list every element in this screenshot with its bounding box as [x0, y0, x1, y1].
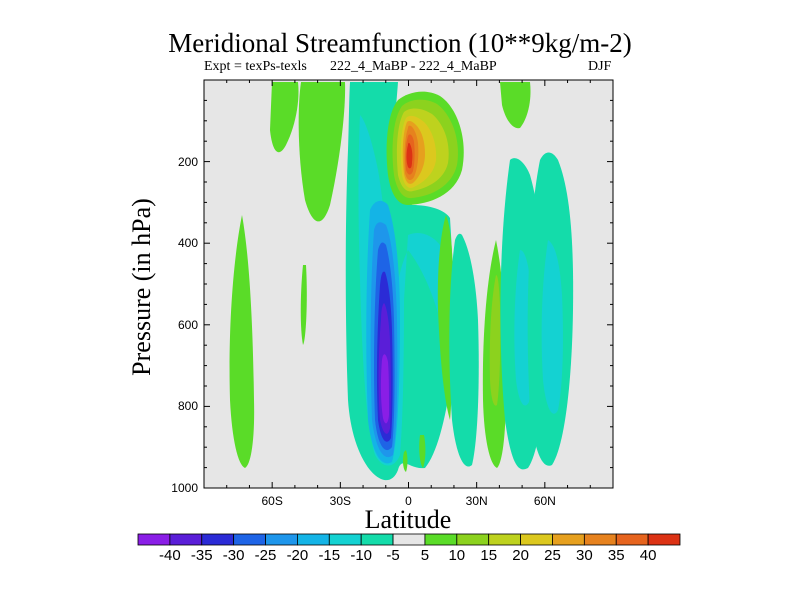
- contour-negative-40: [380, 354, 389, 424]
- y-tick-label: 400: [177, 236, 198, 251]
- colorbar-label: -35: [190, 547, 213, 564]
- colorbar-label: -40: [159, 547, 181, 564]
- x-tick-label: 60N: [533, 494, 556, 508]
- colorbar-label: 10: [448, 547, 466, 564]
- x-tick-label: 30S: [329, 494, 352, 508]
- contour-equator-bottom-positive-2: [402, 450, 408, 472]
- y-tick-label: 1000: [171, 481, 198, 495]
- chart-title: Meridional Streamfunction (10**9kg/m-2): [168, 28, 632, 58]
- colorbar-swatch: [424, 533, 458, 546]
- contour-fills: [229, 82, 574, 481]
- contour-sh-midlat-positive: [229, 215, 255, 468]
- contour-left-thin-positive: [300, 265, 307, 345]
- contour-nh-positive-inner: [489, 275, 501, 406]
- colorbar-swatch: [456, 533, 490, 546]
- colorbar-swatch: [360, 533, 394, 546]
- contour-equator-bottom-positive: [419, 435, 426, 468]
- colorbar-label: 5: [420, 547, 430, 564]
- colorbar-swatch: [488, 533, 521, 546]
- colorbar-swatch: [647, 533, 681, 546]
- colorbar-label: 30: [576, 547, 593, 564]
- y-tick-label: 600: [177, 317, 198, 332]
- colorbar-swatch: [233, 533, 266, 546]
- contour-positive-40: [406, 142, 413, 169]
- contour-upper-left-positive-2: [298, 82, 346, 222]
- colorbar-label: 15: [480, 547, 498, 564]
- colorbar: [137, 533, 681, 546]
- axis-ticks: [203, 79, 614, 489]
- colorbar-swatch: [520, 533, 553, 546]
- contour-ne-positive: [437, 215, 453, 420]
- colorbar-label: 20: [512, 547, 529, 564]
- colorbar-swatch: [552, 533, 585, 546]
- colorbar-swatch: [615, 533, 649, 546]
- colorbar-swatch: [201, 533, 235, 546]
- contour-upper-left-positive: [270, 82, 299, 153]
- colorbar-swatch: [328, 533, 362, 546]
- colorbar-label: -5: [386, 547, 400, 564]
- subtitle-center: 222_4_MaBP - 222_4_MaBP: [330, 59, 497, 74]
- colorbar-swatch: [392, 533, 426, 546]
- y-axis-label: Pressure (in hPa): [127, 198, 156, 376]
- colorbar-label: 25: [544, 547, 561, 564]
- colorbar-swatch: [169, 533, 203, 546]
- colorbar-label: -20: [286, 547, 309, 564]
- colorbar-label: -15: [318, 547, 341, 564]
- contour-nh-midlat-negative-inner: [541, 240, 563, 414]
- colorbar-swatch: [297, 533, 330, 546]
- subtitle-left: Expt = texPs-texls: [204, 59, 307, 74]
- contour-ne-positive-2: [500, 82, 531, 129]
- colorbar-swatch: [265, 533, 298, 546]
- colorbar-label: 35: [607, 547, 625, 564]
- x-tick-label: 0: [405, 494, 412, 508]
- contour-nh-negative: [449, 233, 479, 467]
- colorbar-swatch: [583, 533, 617, 546]
- x-tick-label: 30N: [465, 494, 488, 508]
- colorbar-label: -30: [222, 547, 245, 564]
- colorbar-label: -25: [254, 547, 277, 564]
- colorbar-swatch: [137, 533, 171, 546]
- colorbar-label: -10: [350, 547, 373, 564]
- y-tick-label: 800: [177, 399, 198, 414]
- colorbar-label: 40: [639, 547, 657, 564]
- x-tick-label: 60S: [261, 494, 283, 508]
- y-tick-label: 200: [177, 154, 198, 169]
- subtitle-right: DJF: [588, 59, 612, 74]
- x-axis-label: Latitude: [364, 505, 452, 534]
